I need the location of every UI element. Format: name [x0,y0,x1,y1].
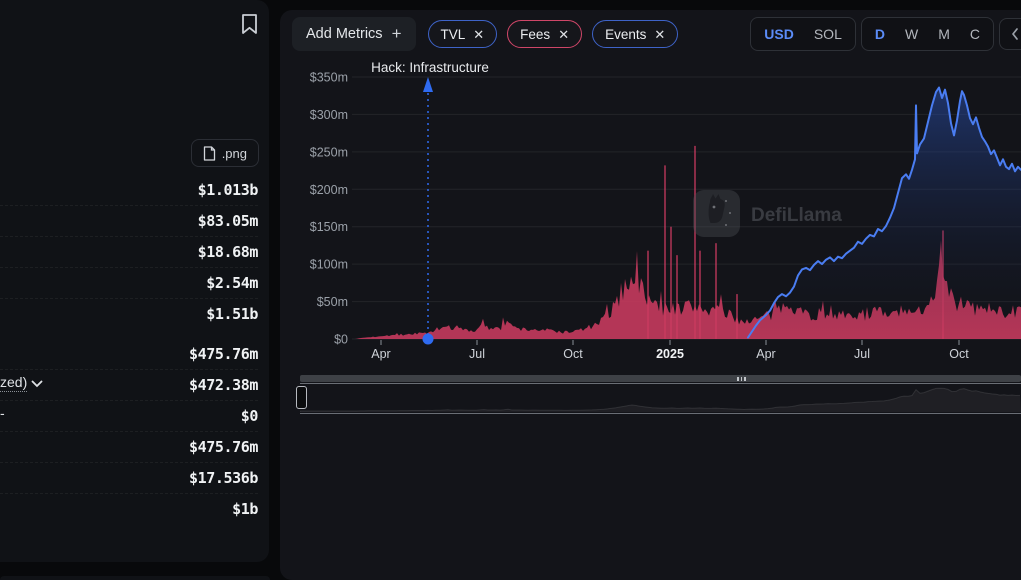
stat-value: $1b [232,500,258,518]
metric-pill-label: Events [605,26,647,42]
stat-value: $475.76m [188,345,258,363]
chart-area[interactable]: $350m $300m $250m $200m $150m $100m $50m $0 Apr J… [280,60,1021,372]
lower-card-edge [0,576,270,580]
tvl-series-line [747,86,1021,339]
y-axis-label: $350m [310,71,348,85]
file-icon [203,145,215,161]
stat-value: $18.68m [197,243,259,261]
stat-label-fragment: - [0,405,5,421]
plus-icon: + [391,24,402,43]
metric-pill-label: Fees [520,26,551,42]
protocol-stats-panel: .png $1.013b $83.05m $18.68m $2.54m $1.51b $4… [0,0,269,562]
bookmark-button[interactable] [235,10,263,40]
stat-value: $83.05m [197,212,259,230]
stat-value: $475.76m [188,438,258,456]
event-arrow-icon [423,77,433,92]
navigator-minichart [299,387,1021,412]
download-png-button[interactable]: .png [190,139,259,167]
metric-pill-group: TVL ✕ Fees ✕ Events ✕ [427,20,679,48]
interval-option-c[interactable]: C [960,21,990,47]
y-axis-label: $300m [310,108,348,122]
stat-value: $0 [240,407,259,425]
x-axis-label: Jul [469,347,485,361]
y-axis-label: $100m [310,258,348,272]
interval-option-d[interactable]: D [865,21,895,47]
close-icon[interactable]: ✕ [654,26,666,42]
chart-zoom-scrollbar[interactable] [300,375,1021,382]
code-embed-icon [1012,28,1018,40]
png-button-label: .png [221,145,247,161]
stat-row: - $0 [0,401,258,432]
chart-range-navigator[interactable] [296,383,1021,414]
close-icon[interactable]: ✕ [473,26,485,42]
stat-value: $1.51b [206,305,258,323]
stat-value: $2.54m [206,274,258,292]
main-chart[interactable]: $350m $300m $250m $200m $150m $100m $50m $0 Apr J… [280,60,1021,372]
event-annotation-label: Hack: Infrastructure [371,60,489,75]
navigator-left-handle[interactable] [296,386,307,409]
y-axis-label: $200m [310,183,348,197]
stat-row: $17.536b [0,463,258,494]
stat-value: $17.536b [188,469,258,487]
stat-row: $83.05m [0,206,258,237]
currency-option-sol[interactable]: SOL [804,21,852,47]
stat-value: $472.38m [188,376,258,394]
stat-row: $18.68m [0,237,258,268]
embed-chart-button[interactable] [999,18,1021,50]
tvl-series-fill [748,87,1021,339]
protocol-stats-list: $1.013b $83.05m $18.68m $2.54m $1.51b $475.76… [0,175,258,524]
event-marker-dot[interactable] [422,333,434,345]
metric-pill-fees[interactable]: Fees ✕ [507,20,583,48]
close-icon[interactable]: ✕ [558,26,570,42]
add-metrics-button[interactable]: Add Metrics + [292,17,416,51]
stat-row: $1.51b [0,299,258,329]
metric-pill-label: TVL [440,26,466,42]
interval-option-m[interactable]: M [928,21,960,47]
bookmark-icon [241,13,257,34]
stat-value: $1.013b [197,181,259,199]
x-axis-label: Oct [563,347,583,361]
chevron-down-icon [31,380,43,388]
currency-toggle: USD SOL [750,17,856,51]
metric-pill-events[interactable]: Events ✕ [592,20,679,48]
stat-row: $1.013b [0,175,258,206]
stat-row: $2.54m [0,268,258,299]
x-axis-label: Oct [949,347,969,361]
scrollbar-grip-icon[interactable] [737,377,746,381]
defillama-watermark: DefiLlama [693,190,842,237]
x-axis-label: Apr [756,347,775,361]
y-axis-label: $50m [317,295,348,309]
metric-pill-tvl[interactable]: TVL ✕ [427,20,498,48]
y-axis-label: $0 [334,333,348,347]
x-axis-label: Jul [854,347,870,361]
add-metrics-label: Add Metrics [306,26,383,42]
x-axis-label: Apr [371,347,390,361]
y-axis-label: $150m [310,220,348,234]
stat-row: zed) $472.38m [0,370,258,401]
stat-row: $475.76m [0,339,258,370]
stat-row: $475.76m [0,432,258,463]
interval-option-w[interactable]: W [895,21,928,47]
svg-text:DefiLlama: DefiLlama [751,205,842,226]
x-axis-label: 2025 [656,347,684,361]
y-axis-label: $250m [310,145,348,159]
stat-row: $1b [0,494,258,524]
stat-label-fragment[interactable]: zed) [0,374,43,392]
currency-option-usd[interactable]: USD [754,21,804,47]
